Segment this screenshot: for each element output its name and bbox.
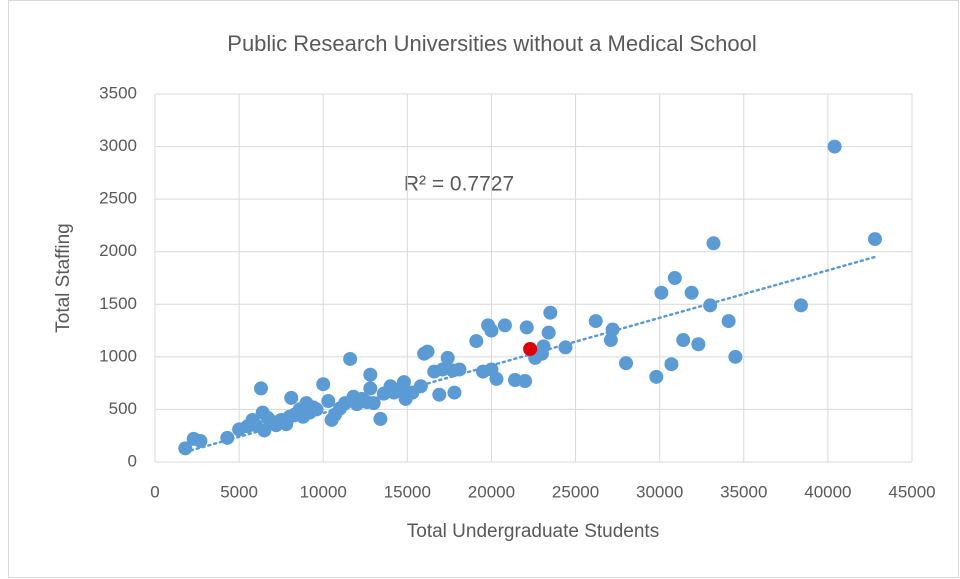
x-tick-label: 20000 xyxy=(468,482,515,501)
data-point xyxy=(706,236,721,251)
y-tick-label: 3000 xyxy=(99,136,137,155)
x-tick-label: 25000 xyxy=(552,482,599,501)
data-point xyxy=(489,371,504,386)
x-tick-label: 30000 xyxy=(636,482,683,501)
data-point xyxy=(253,381,268,396)
data-point xyxy=(867,232,882,247)
data-point xyxy=(435,362,450,377)
data-point xyxy=(558,340,573,355)
y-axis-title: Total Staffing xyxy=(53,223,74,333)
data-point xyxy=(519,320,534,335)
data-point xyxy=(518,374,533,389)
data-point xyxy=(497,318,512,333)
data-point xyxy=(321,394,336,409)
data-point xyxy=(793,298,808,313)
data-point xyxy=(469,334,484,349)
trendline xyxy=(184,255,877,454)
data-point xyxy=(363,367,378,382)
x-tick-label: 0 xyxy=(150,482,159,501)
data-point xyxy=(541,325,556,340)
y-tick-label: 1000 xyxy=(99,346,137,365)
data-point xyxy=(619,356,634,371)
data-point xyxy=(649,369,664,384)
chart-border xyxy=(8,0,959,578)
data-point xyxy=(721,314,736,329)
data-point xyxy=(316,377,331,392)
data-point xyxy=(220,430,235,445)
data-point xyxy=(684,285,699,300)
data-point xyxy=(691,337,706,352)
data-point xyxy=(373,411,388,426)
data-point xyxy=(284,390,299,405)
x-tick-label: 45000 xyxy=(888,482,935,501)
y-tick-label: 2000 xyxy=(99,241,137,260)
data-point xyxy=(654,285,669,300)
data-point xyxy=(827,139,842,154)
data-point xyxy=(703,298,718,313)
data-point xyxy=(420,344,435,359)
r-squared-annotation: R² = 0.7727 xyxy=(404,173,514,196)
data-point xyxy=(440,350,455,365)
y-tick-label: 3500 xyxy=(99,83,137,102)
data-point xyxy=(523,341,538,356)
data-point xyxy=(507,372,522,387)
x-tick-label: 10000 xyxy=(300,482,347,501)
y-tick-label: 2500 xyxy=(99,189,137,208)
data-point xyxy=(396,375,411,390)
data-point xyxy=(343,351,358,366)
x-tick-label: 5000 xyxy=(220,482,258,501)
data-point xyxy=(309,402,324,417)
y-tick-label: 500 xyxy=(109,399,137,418)
data-point xyxy=(543,305,558,320)
y-tick-label: 1500 xyxy=(99,294,137,313)
data-point xyxy=(667,271,682,285)
data-point xyxy=(178,441,193,456)
data-point xyxy=(728,349,743,364)
y-tick-label: 0 xyxy=(128,451,137,470)
x-tick-label: 40000 xyxy=(804,482,851,501)
data-point xyxy=(193,433,208,448)
data-point xyxy=(363,381,378,396)
data-point xyxy=(447,385,462,400)
data-point xyxy=(536,339,551,354)
data-point xyxy=(603,333,618,348)
chart-title: Public Research Universities without a M… xyxy=(227,31,756,56)
data-point xyxy=(664,357,679,372)
data-point xyxy=(676,333,691,348)
x-tick-label: 15000 xyxy=(384,482,431,501)
data-point xyxy=(484,323,499,338)
data-point xyxy=(413,379,428,394)
data-point xyxy=(432,387,447,402)
data-point xyxy=(588,314,603,329)
x-axis-title: Total Undergraduate Students xyxy=(407,521,659,542)
x-tick-label: 35000 xyxy=(720,482,767,501)
